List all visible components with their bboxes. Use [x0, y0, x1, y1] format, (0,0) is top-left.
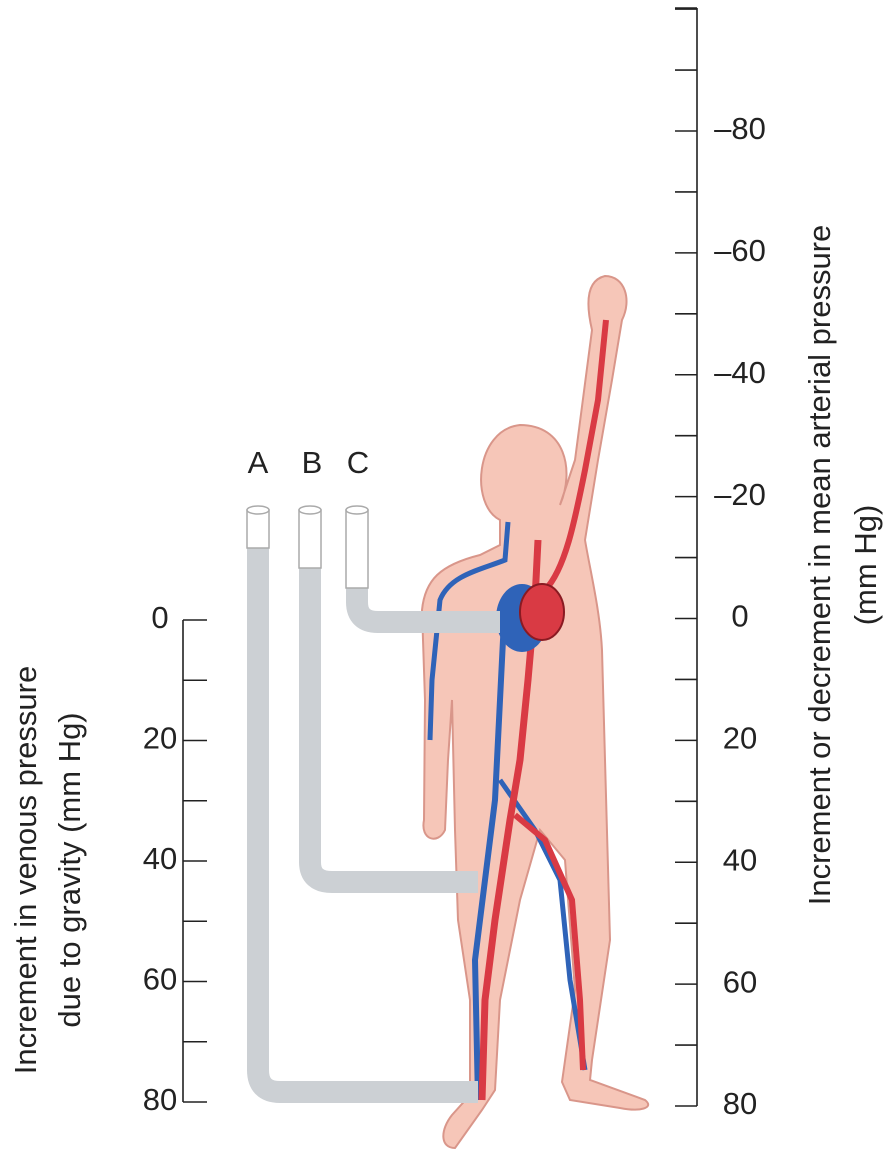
- left-tick-label: 80: [143, 1082, 177, 1117]
- right-tick-label: 80: [723, 1086, 757, 1121]
- right-axis-label: Increment or decrement in mean arterial …: [802, 225, 837, 906]
- left-tick-label: 0: [151, 600, 168, 635]
- tube-label: B: [302, 445, 323, 480]
- right-tick-label: –60: [714, 233, 766, 268]
- left-axis-label: due to gravity (mm Hg): [52, 712, 87, 1027]
- tube-label: A: [248, 445, 269, 480]
- left-tick-label: 60: [143, 962, 177, 997]
- right-tick-label: 40: [723, 842, 757, 877]
- human-figure: [420, 274, 650, 1150]
- tubes: [246, 505, 500, 1103]
- right-tick-label: –40: [714, 355, 766, 390]
- left-axis-label: Increment in venous pressure: [8, 666, 43, 1074]
- right-tick-label: –80: [714, 111, 766, 146]
- left-tick-label: 20: [143, 721, 177, 756]
- right-tick-label: 0: [731, 599, 748, 634]
- right-tick-label: 20: [723, 721, 757, 756]
- right-tick-label: 60: [723, 964, 757, 999]
- right-axis-label: (mm Hg): [848, 505, 883, 626]
- left-tick-label: 40: [143, 841, 177, 876]
- right-tick-label: –20: [714, 477, 766, 512]
- tube-label: C: [347, 445, 369, 480]
